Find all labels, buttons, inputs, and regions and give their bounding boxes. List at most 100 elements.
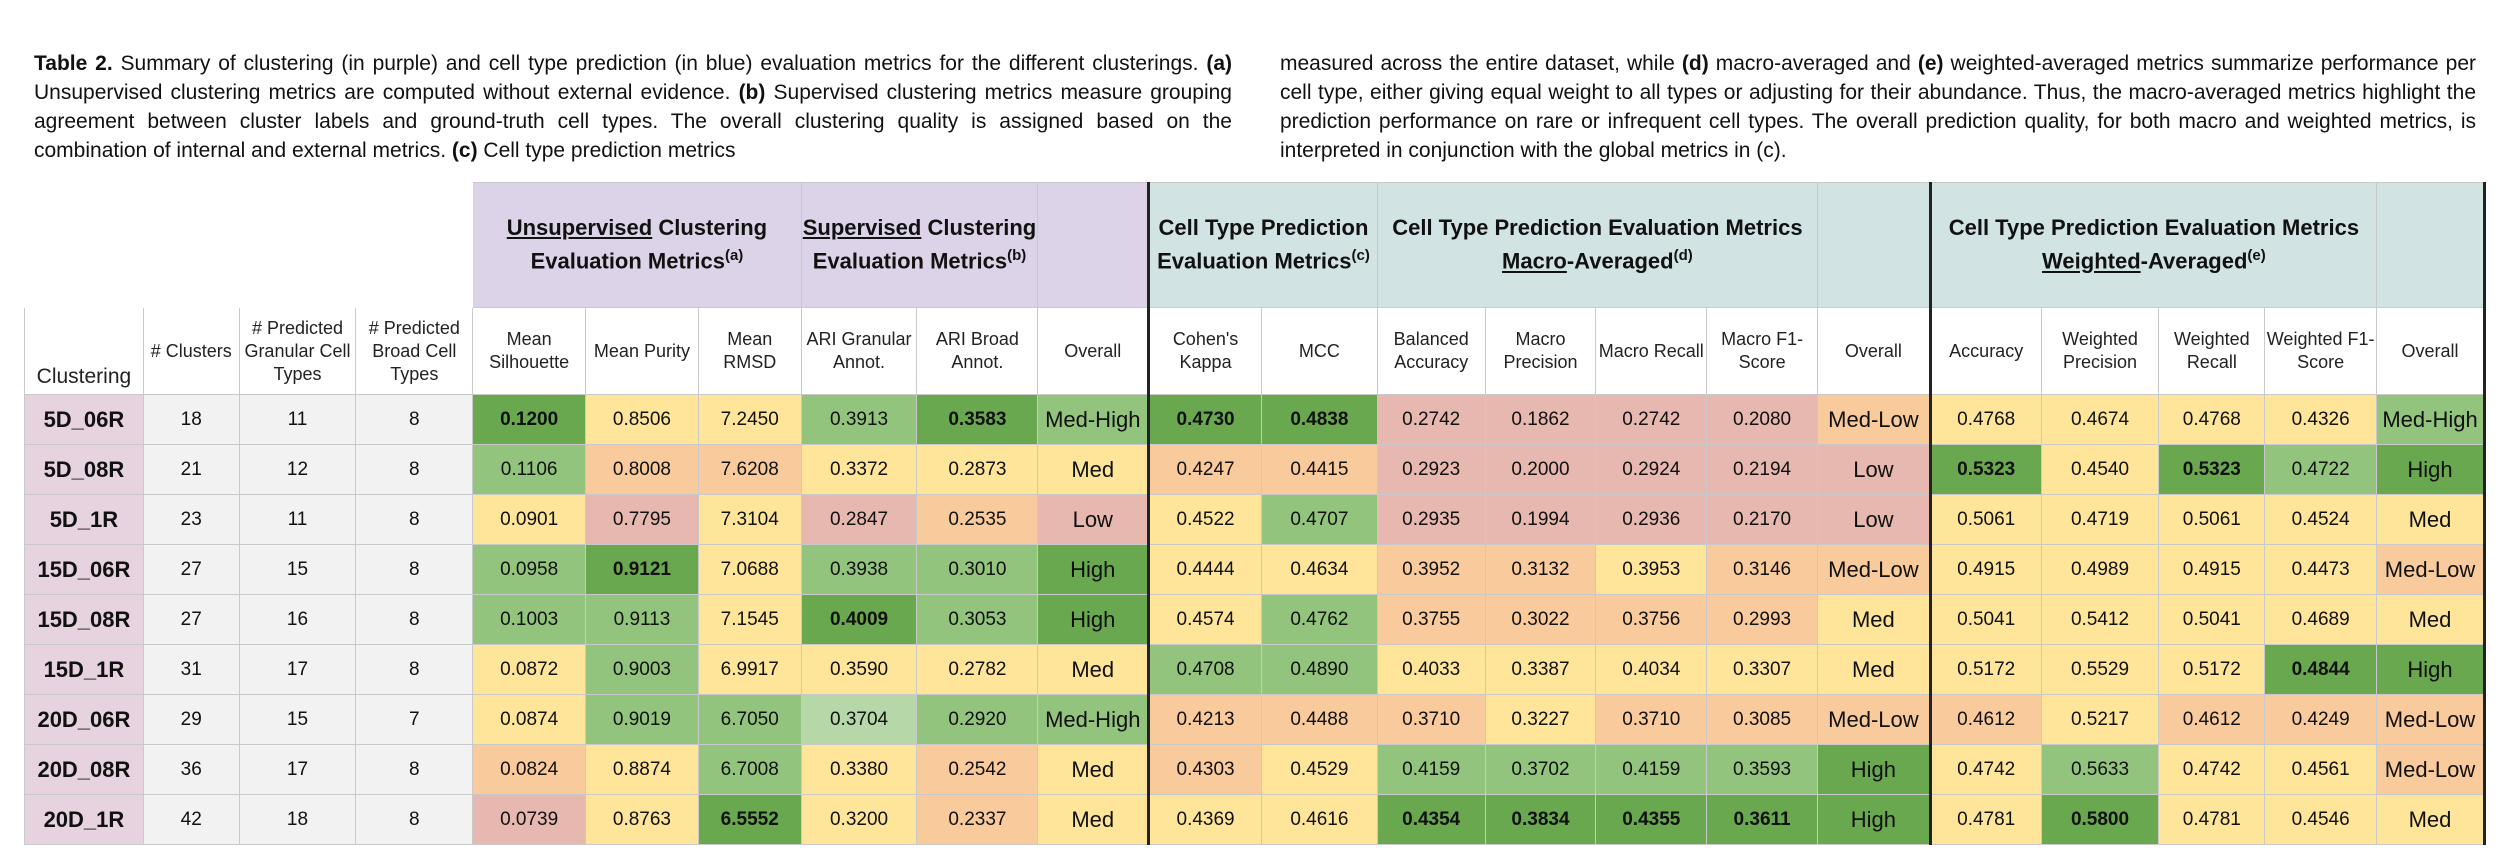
column-header: # Predicted Broad Cell Types	[355, 307, 474, 395]
overall-rating-cell: Med-High	[1037, 394, 1151, 445]
metric-cell: 0.3756	[1595, 594, 1708, 645]
metric-cell: 6.7050	[697, 694, 802, 745]
overall-rating-cell: Med	[1037, 794, 1151, 845]
overall-rating-cell: High	[2376, 444, 2486, 495]
count-cell: 18	[142, 394, 240, 445]
metric-cell: 0.3010	[916, 544, 1039, 595]
group-header-unsupervised: Unsupervised Clustering Evaluation Metri…	[472, 182, 802, 308]
metric-cell: 0.1862	[1484, 394, 1597, 445]
column-header: Mean Purity	[585, 307, 699, 395]
metric-cell: 0.3710	[1595, 694, 1708, 745]
metric-cell: 0.3022	[1484, 594, 1597, 645]
metric-cell: 6.9917	[697, 644, 802, 695]
metric-cell: 0.0901	[472, 494, 587, 545]
metric-cell: 0.3611	[1706, 794, 1818, 845]
metric-cell: 0.9003	[585, 644, 699, 695]
metric-cell: 0.4838	[1260, 394, 1378, 445]
metric-cell: 7.0688	[697, 544, 802, 595]
overall-rating-cell: Low	[1816, 444, 1932, 495]
overall-rating-cell: Med	[1037, 444, 1151, 495]
metric-cell: 0.4674	[2040, 394, 2160, 445]
clustering-name: 15D_06R	[24, 544, 144, 595]
group-header-supervised: Supervised Clustering Evaluation Metrics…	[800, 182, 1039, 308]
metric-cell: 0.5061	[2158, 494, 2266, 545]
metric-cell: 0.7795	[585, 494, 699, 545]
metric-cell: 0.1003	[472, 594, 587, 645]
metric-cell: 0.4473	[2264, 544, 2378, 595]
metric-cell: 0.4844	[2264, 644, 2378, 695]
overall-rating-cell: Med-Low	[1816, 694, 1932, 745]
metric-cell: 0.2000	[1484, 444, 1597, 495]
metric-cell: 7.6208	[697, 444, 802, 495]
metric-cell: 0.4781	[2158, 794, 2266, 845]
metric-cell: 0.4768	[1929, 394, 2042, 445]
column-header: Weighted Recall	[2158, 307, 2266, 395]
column-header: Macro Recall	[1595, 307, 1708, 395]
metric-cell: 0.4540	[2040, 444, 2160, 495]
table-row: 5D_1R 23 11 8 0.0901 0.7795 7.3104 0.2847 0.2535…	[24, 494, 2486, 545]
overall-rating-cell: Med-Low	[1816, 394, 1932, 445]
metric-cell: 0.4033	[1376, 644, 1486, 695]
column-header: Mean RMSD	[697, 307, 802, 395]
caption-run: (d)	[1681, 52, 1709, 75]
metric-cell: 0.4915	[2158, 544, 2266, 595]
count-cell: 11	[238, 494, 357, 545]
metric-cell: 0.3372	[800, 444, 918, 495]
metric-cell: 0.3227	[1484, 694, 1597, 745]
caption-run: Unsupervised clustering metrics are comp…	[34, 81, 739, 104]
clustering-name: 5D_06R	[24, 394, 144, 445]
caption-run: Table 2.	[34, 52, 113, 75]
overall-rating-cell: Med-High	[2376, 394, 2486, 445]
caption-run: Summary of clustering (in purple) and ce…	[112, 52, 1207, 75]
metric-cell: 0.4574	[1148, 594, 1262, 645]
overall-rating-cell: Med	[1037, 644, 1151, 695]
metric-cell: 0.2935	[1376, 494, 1486, 545]
table-row: 15D_1R 31 17 8 0.0872 0.9003 6.9917 0.3590 0.278…	[24, 644, 2486, 695]
metric-cell: 0.4524	[2264, 494, 2378, 545]
metric-cell: 0.3053	[916, 594, 1039, 645]
metric-cell: 0.4488	[1260, 694, 1378, 745]
metric-cell: 0.1106	[472, 444, 587, 495]
metric-cell: 0.4546	[2264, 794, 2378, 845]
metric-cell: 0.8008	[585, 444, 699, 495]
metric-cell: 0.4249	[2264, 694, 2378, 745]
table-row: 5D_08R 21 12 8 0.1106 0.8008 7.6208 0.3372 0.287…	[24, 444, 2486, 495]
caption-run: Cell type prediction metrics	[477, 139, 736, 162]
column-header: Cohen's Kappa	[1148, 307, 1262, 395]
metric-cell: 6.7008	[697, 744, 802, 795]
clustering-name: 20D_08R	[24, 744, 144, 795]
metric-cell: 0.4719	[2040, 494, 2160, 545]
metric-cell: 0.2782	[916, 644, 1039, 695]
metric-cell: 0.2542	[916, 744, 1039, 795]
metric-cell: 0.2080	[1706, 394, 1818, 445]
count-cell: 36	[142, 744, 240, 795]
caption-run: macro-averaged and	[1708, 52, 1918, 75]
overall-rating-cell: Med	[1816, 644, 1932, 695]
metric-cell: 0.3834	[1484, 794, 1597, 845]
clustering-name: 20D_1R	[24, 794, 144, 845]
table-row: 20D_08R 36 17 8 0.0824 0.8874 6.7008 0.3380 0.25…	[24, 744, 2486, 795]
clustering-name: 15D_08R	[24, 594, 144, 645]
table-row: 15D_08R 27 16 8 0.1003 0.9113 7.1545 0.4009 0.30…	[24, 594, 2486, 645]
count-cell: 8	[355, 394, 474, 445]
metric-cell: 0.3590	[800, 644, 918, 695]
metric-cell: 0.4634	[1260, 544, 1378, 595]
metric-cell: 0.5041	[1929, 594, 2042, 645]
metric-cell: 0.2936	[1595, 494, 1708, 545]
metric-cell: 0.3755	[1376, 594, 1486, 645]
metric-cell: 0.3938	[800, 544, 918, 595]
metric-cell: 7.3104	[697, 494, 802, 545]
metric-cell: 0.3085	[1706, 694, 1818, 745]
count-cell: 8	[355, 744, 474, 795]
metric-cell: 0.3710	[1376, 694, 1486, 745]
overall-rating-cell: Med-Low	[1816, 544, 1932, 595]
table-caption-part-2: measured across the entire dataset, whil…	[1280, 49, 2476, 165]
metric-cell: 0.4303	[1148, 744, 1262, 795]
metric-cell: 0.5217	[2040, 694, 2160, 745]
column-header: Weighted Precision	[2040, 307, 2160, 395]
overall-rating-cell: Med	[2376, 494, 2486, 545]
metric-cell: 0.3952	[1376, 544, 1486, 595]
metric-cell: 0.4730	[1148, 394, 1262, 445]
caption-run: (e)	[1917, 52, 1944, 75]
group-header-macro-overall	[1816, 182, 1932, 308]
